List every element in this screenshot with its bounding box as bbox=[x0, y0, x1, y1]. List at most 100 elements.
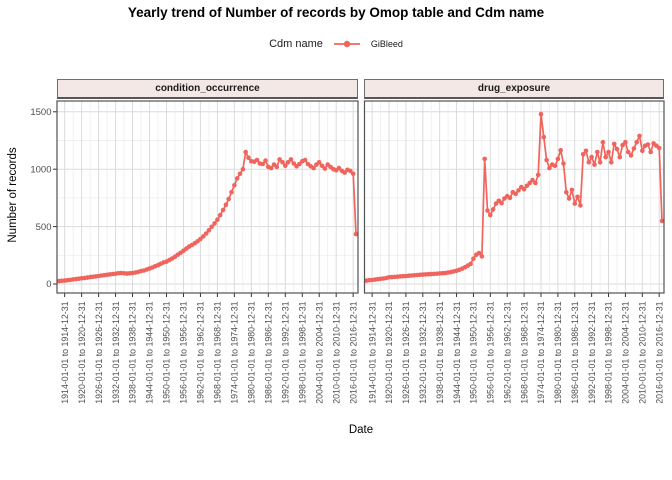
data-point bbox=[274, 164, 280, 170]
x-tick-label: 1974-01-01 to 1974-12-31 bbox=[230, 301, 240, 403]
data-point bbox=[237, 171, 243, 177]
y-tick-label: 0 bbox=[46, 279, 51, 290]
data-point bbox=[572, 201, 578, 206]
data-point bbox=[206, 228, 212, 233]
data-point bbox=[471, 256, 476, 262]
data-point bbox=[322, 166, 328, 171]
facet-strip-condition-occurrence: condition_occurrence bbox=[57, 79, 358, 99]
data-point bbox=[485, 208, 490, 213]
data-point bbox=[280, 160, 285, 165]
data-point bbox=[600, 139, 606, 145]
x-tick-label: 1968-01-01 to 1968-12-31 bbox=[213, 301, 223, 403]
data-point bbox=[302, 157, 308, 163]
data-point bbox=[555, 156, 561, 162]
data-point bbox=[620, 142, 625, 148]
data-point bbox=[544, 157, 549, 163]
data-point bbox=[342, 170, 348, 175]
data-point bbox=[645, 142, 651, 147]
data-point bbox=[558, 148, 563, 153]
chart-title: Yearly trend of Number of records by Omo… bbox=[127, 5, 545, 20]
data-point bbox=[580, 152, 586, 157]
x-tick-label: 1950-01-01 to 1950-12-31 bbox=[469, 301, 479, 403]
x-tick-label: 1932-01-01 to 1932-12-31 bbox=[418, 301, 428, 403]
data-point bbox=[586, 160, 592, 165]
data-point bbox=[254, 157, 260, 163]
data-point bbox=[513, 191, 518, 197]
data-point bbox=[319, 163, 325, 169]
x-tick-label: 1914-01-01 to 1914-12-31 bbox=[367, 301, 377, 403]
x-tick-label: 1938-01-01 to 1938-12-31 bbox=[128, 301, 138, 403]
x-tick-label: 2010-01-01 to 2010-12-31 bbox=[638, 301, 648, 403]
x-tick-label: 1998-01-01 to 1998-12-31 bbox=[604, 301, 614, 403]
x-tick-label: 1950-01-01 to 1950-12-31 bbox=[162, 301, 172, 403]
panel-border bbox=[56, 100, 359, 294]
legend-series-label: GiBleed bbox=[370, 39, 403, 49]
data-point bbox=[566, 196, 572, 201]
data-point bbox=[538, 111, 544, 117]
series-line bbox=[58, 151, 357, 282]
data-point bbox=[353, 231, 359, 237]
x-tick-label: 1956-01-01 to 1956-12-31 bbox=[179, 301, 189, 403]
data-point bbox=[569, 187, 575, 193]
data-point bbox=[535, 172, 541, 178]
data-point bbox=[311, 165, 316, 171]
data-point bbox=[336, 165, 342, 171]
data-point bbox=[217, 212, 223, 218]
data-point bbox=[623, 139, 628, 145]
x-tick-label: 1920-01-01 to 1920-12-31 bbox=[77, 301, 87, 403]
data-point bbox=[297, 161, 302, 167]
data-point bbox=[468, 261, 473, 267]
data-point bbox=[564, 189, 569, 195]
y-tick-label: 1500 bbox=[30, 107, 51, 118]
data-point bbox=[215, 217, 220, 222]
x-tick-label: 1986-01-01 to 1986-12-31 bbox=[264, 301, 274, 403]
x-tick-label: 1992-01-01 to 1992-12-31 bbox=[280, 301, 290, 403]
x-tick-label: 2016-01-01 to 2016-12-31 bbox=[654, 301, 664, 403]
data-point bbox=[625, 149, 631, 155]
data-point bbox=[603, 154, 608, 160]
data-point bbox=[479, 254, 485, 259]
data-point bbox=[659, 218, 665, 224]
data-point bbox=[350, 171, 356, 177]
data-point bbox=[552, 163, 558, 169]
data-point bbox=[488, 212, 493, 218]
data-point bbox=[597, 160, 603, 165]
x-tick-label: 1962-01-01 to 1962-12-31 bbox=[196, 301, 206, 403]
data-point bbox=[283, 163, 288, 169]
data-point bbox=[527, 180, 532, 186]
x-tick-label: 1914-01-01 to 1914-12-31 bbox=[60, 301, 70, 403]
data-point bbox=[499, 200, 504, 206]
data-point bbox=[530, 177, 535, 183]
data-point bbox=[541, 134, 547, 140]
data-point bbox=[611, 141, 617, 147]
data-point bbox=[533, 180, 538, 186]
data-point bbox=[229, 189, 234, 195]
data-point bbox=[316, 160, 322, 165]
x-tick-label: 1926-01-01 to 1926-12-31 bbox=[94, 301, 104, 403]
x-tick-label: 1992-01-01 to 1992-12-31 bbox=[587, 301, 597, 403]
x-tick-label: 1944-01-01 to 1944-12-31 bbox=[452, 301, 462, 403]
x-tick-label: 1998-01-01 to 1998-12-31 bbox=[297, 301, 307, 403]
data-point bbox=[285, 160, 291, 165]
x-tick-label: 1938-01-01 to 1938-12-31 bbox=[435, 301, 445, 403]
data-point bbox=[263, 158, 268, 163]
legend-key-icon bbox=[332, 38, 362, 50]
x-tick-label: 1920-01-01 to 1920-12-31 bbox=[384, 301, 394, 403]
data-point bbox=[609, 160, 614, 165]
x-tick-label: 2010-01-01 to 2010-12-31 bbox=[331, 301, 341, 403]
x-tick-label: 1980-01-01 to 1980-12-31 bbox=[553, 301, 563, 403]
x-tick-label: 2004-01-01 to 2004-12-31 bbox=[621, 301, 631, 403]
data-point bbox=[614, 146, 620, 152]
y-tick-label: 500 bbox=[36, 222, 52, 233]
x-tick-label: 1926-01-01 to 1926-12-31 bbox=[401, 301, 411, 403]
data-point bbox=[209, 224, 214, 230]
x-tick-label: 1956-01-01 to 1956-12-31 bbox=[486, 301, 496, 403]
x-tick-label: 2016-01-01 to 2016-12-31 bbox=[348, 301, 358, 403]
data-point bbox=[640, 148, 645, 154]
data-point bbox=[234, 176, 240, 181]
data-point bbox=[223, 202, 229, 208]
data-point bbox=[516, 188, 521, 193]
data-point bbox=[348, 168, 353, 174]
data-point bbox=[476, 250, 482, 256]
